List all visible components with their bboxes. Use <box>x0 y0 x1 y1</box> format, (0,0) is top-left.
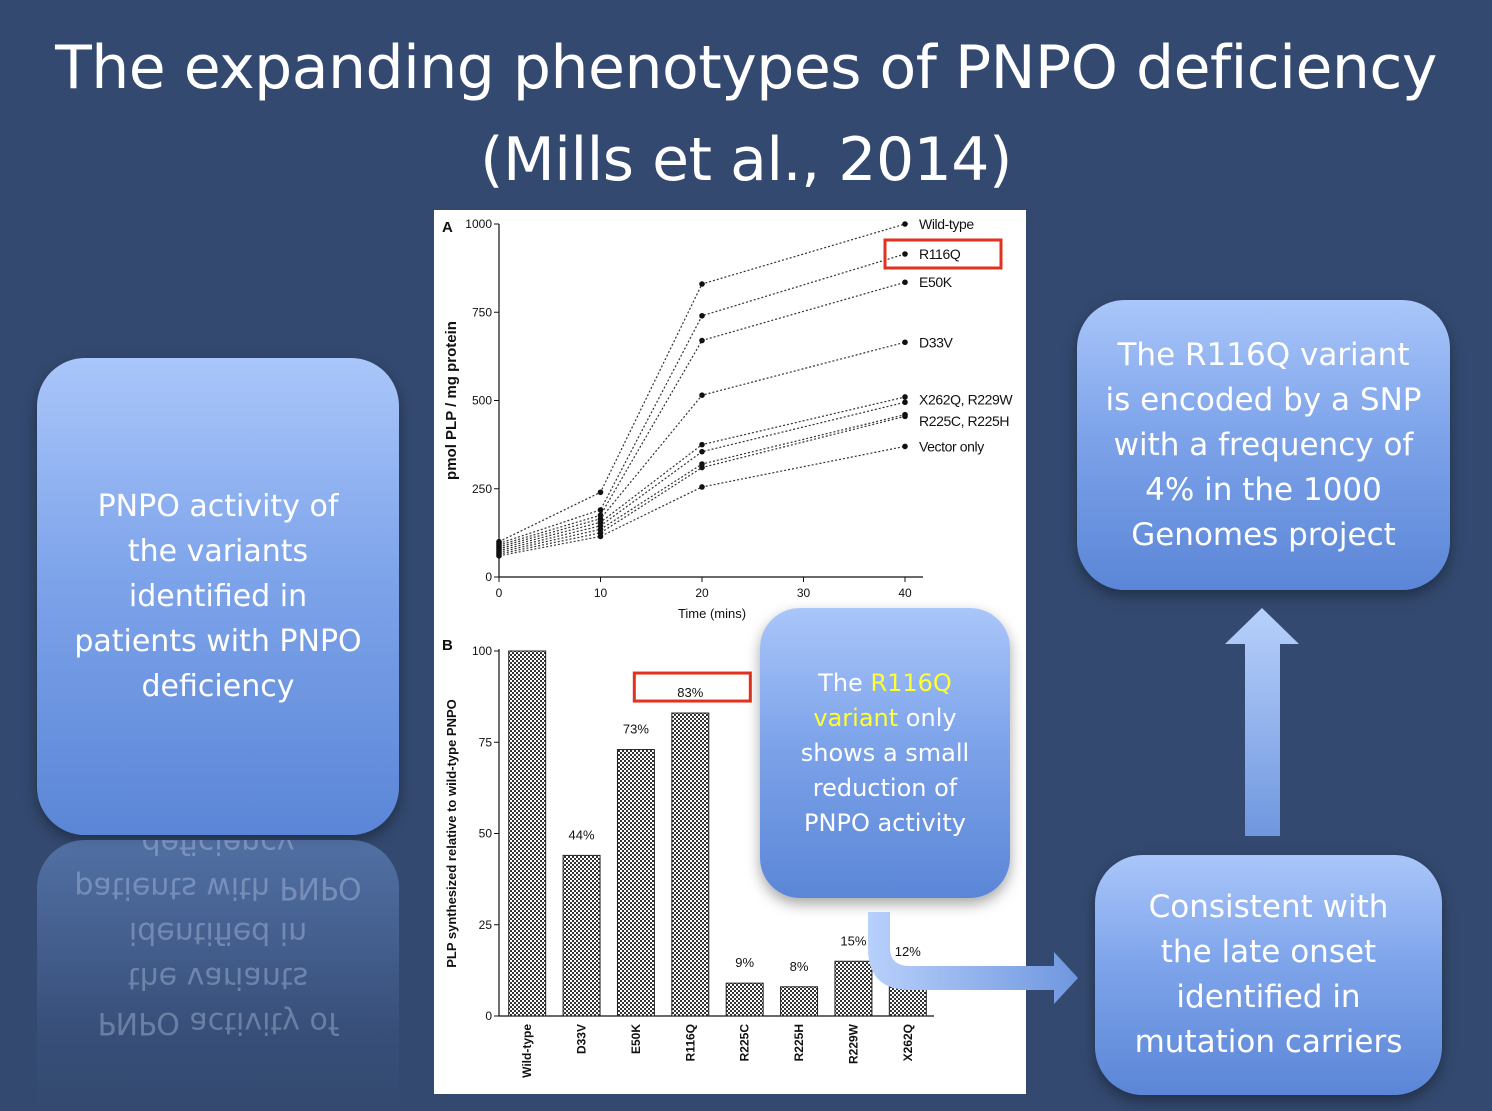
data-point <box>699 281 705 287</box>
late-onset-box: Consistent with the late onset identifie… <box>1095 855 1442 1095</box>
tick-label-b-x: R225H <box>792 1024 806 1061</box>
snp-frequency-text: The R116Q variant is encoded by a SNP wi… <box>1105 336 1422 553</box>
bar <box>780 986 819 1017</box>
data-point <box>699 312 705 319</box>
data-point <box>699 441 705 448</box>
tick-label-b-x: R116Q <box>683 1024 697 1061</box>
data-label-b: 9% <box>735 955 754 970</box>
legend-label-a: R225C, R225H <box>919 413 1009 429</box>
tick-label-b-y: 0 <box>485 1009 492 1023</box>
data-point <box>902 279 908 286</box>
tick-label-a-x: 0 <box>496 586 503 600</box>
series-line <box>498 415 906 555</box>
axis-b-ylabel: PLP synthesized relative to wild-type PN… <box>444 699 459 968</box>
data-point <box>597 507 604 513</box>
data-point <box>902 394 908 400</box>
highlight-box-b <box>632 671 752 703</box>
bar <box>562 854 601 1017</box>
tick-label-b-x: Wild-type <box>520 1024 534 1078</box>
data-point <box>902 443 908 450</box>
callout-prefix: The <box>818 668 871 697</box>
data-point <box>902 339 908 346</box>
bar <box>725 982 764 1017</box>
snp-frequency-box: The R116Q variant is encoded by a SNP wi… <box>1077 300 1450 590</box>
tick-label-b-x: R225C <box>738 1024 752 1062</box>
late-onset-text: Consistent with the late onset identifie… <box>1134 889 1403 1060</box>
bar <box>671 712 710 1017</box>
data-point <box>597 489 604 496</box>
data-label-b: 73% <box>623 722 649 737</box>
legend-label-a: E50K <box>919 274 953 290</box>
series-line <box>498 414 906 553</box>
data-point <box>699 448 705 455</box>
series-line <box>498 341 906 548</box>
panel-b-letter: B <box>442 637 453 654</box>
slide-title: The expanding phenotypes of PNPO deficie… <box>55 33 1437 195</box>
legend-label-a: Vector only <box>919 438 984 454</box>
tick-label-a-y: 1000 <box>465 217 492 231</box>
callout-highlight: R116Q variant <box>813 668 952 732</box>
series-line <box>498 281 906 546</box>
highlight-box-a <box>883 238 1003 270</box>
tick-label-b-x: E50K <box>629 1024 643 1054</box>
legend-label-a: X262Q, R229W <box>919 392 1013 408</box>
data-point <box>699 484 705 490</box>
tick-label-b-y: 25 <box>479 918 493 932</box>
data-label-b: 8% <box>790 959 809 974</box>
tick-label-b-y: 75 <box>479 735 493 749</box>
tick-label-a-x: 20 <box>695 586 709 600</box>
data-label-b: 83% <box>677 685 703 700</box>
panel-a-letter: A <box>442 219 453 236</box>
callout-suffix: only shows a small reduction of PNPO act… <box>800 703 970 837</box>
up-arrow-icon <box>1225 608 1299 836</box>
legend-label-a: R116Q <box>919 246 961 262</box>
tick-label-b-x: R229W <box>846 1023 860 1064</box>
series-line <box>498 253 906 545</box>
axis-a-xlabel: Time (mins) <box>678 606 746 621</box>
legend-label-a: D33V <box>919 334 953 350</box>
tick-label-a-y: 750 <box>472 305 492 319</box>
data-point <box>699 464 705 471</box>
tick-label-b-y: 50 <box>479 827 493 841</box>
tick-label-a-x: 40 <box>898 586 912 600</box>
left-box-reflection: PNPO activity of the variants identified… <box>37 840 399 1111</box>
series-line <box>498 396 906 550</box>
tick-label-b-x: D33V <box>575 1024 589 1054</box>
left-box-reflection-text: PNPO activity of the variants identified… <box>74 840 362 1040</box>
series-line <box>498 401 906 552</box>
legend-label-a: Wild-type <box>919 216 974 232</box>
tick-label-a-x: 10 <box>594 586 608 600</box>
r116q-callout: The R116Q variant only shows a small red… <box>760 608 1010 898</box>
data-label-b: 15% <box>840 933 866 948</box>
data-point <box>496 553 502 559</box>
tick-label-b-y: 100 <box>472 644 492 658</box>
data-point <box>902 399 908 406</box>
bar <box>834 960 873 1017</box>
series-line <box>498 223 906 543</box>
tick-label-a-x: 30 <box>797 586 811 600</box>
left-info-box: PNPO activity of the variants identified… <box>37 358 399 835</box>
tick-label-a-y: 500 <box>472 394 492 408</box>
line-chart-a: A 0 250 500 750 1000 0 10 20 30 40 Time (mins) pmol … <box>442 216 1014 621</box>
data-label-b: 12% <box>895 944 921 959</box>
data-point <box>699 392 705 399</box>
data-point <box>902 251 908 257</box>
axis-a-ylabel: pmol PLP / mg protein <box>443 321 460 480</box>
bar <box>616 749 655 1017</box>
data-point <box>699 337 705 344</box>
data-point <box>902 221 908 227</box>
bar-chart-b: B 0 25 50 75 100 PLP synthesized relative to w… <box>442 637 934 1078</box>
curved-arrow-icon <box>868 912 1078 1004</box>
tick-label-a-y: 0 <box>485 570 492 584</box>
data-point <box>597 533 604 540</box>
data-label-b: 44% <box>569 827 595 842</box>
bar <box>508 650 547 1017</box>
tick-label-b-x: X262Q <box>901 1024 915 1061</box>
left-info-text: PNPO activity of the variants identified… <box>74 489 362 704</box>
data-point <box>902 413 908 420</box>
tick-label-a-y: 250 <box>472 482 492 496</box>
